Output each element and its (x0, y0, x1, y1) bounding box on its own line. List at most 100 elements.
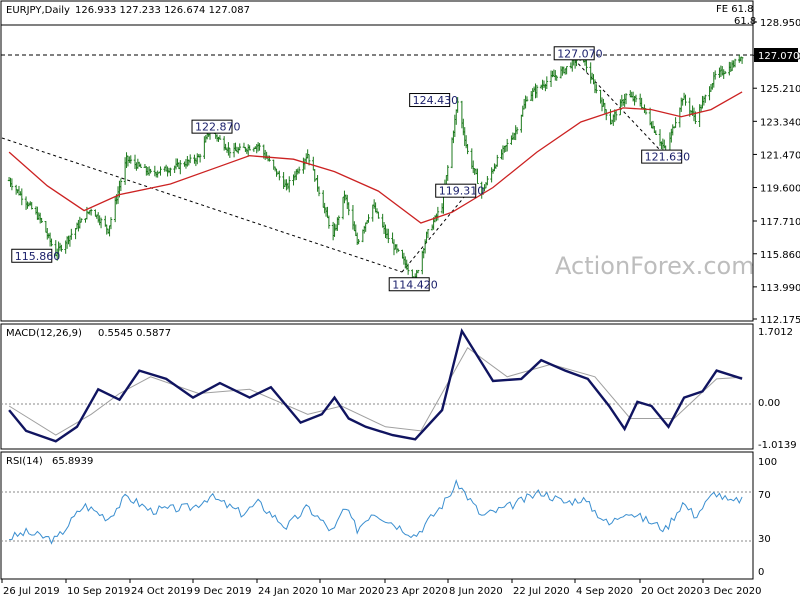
price-bar (218, 135, 222, 140)
annotation: 121.630 (641, 149, 691, 164)
price-bar (416, 269, 420, 274)
price-bar (495, 154, 499, 167)
price-bar (159, 166, 162, 176)
annotation-label: 119.310 (439, 185, 485, 198)
price-bar (10, 178, 14, 191)
price-bar (595, 84, 598, 94)
price-bar (238, 143, 242, 151)
macd-y-tick-label: -1.0139 (758, 440, 797, 451)
x-tick-label: 20 Oct 2020 (641, 586, 703, 597)
macd-values: 0.5545 0.5877 (98, 328, 171, 339)
macd-panel (0, 323, 754, 450)
price-bar (367, 214, 370, 223)
moving-average-line (8, 91, 743, 224)
price-bar (60, 244, 63, 252)
macd-y-axis: 1.7012 0.00 -1.0139 (758, 327, 797, 451)
price-bar (525, 96, 529, 102)
annotation-box (409, 93, 451, 108)
price-bar (297, 166, 301, 174)
price-bar (188, 154, 192, 164)
price-bar (456, 97, 459, 113)
price-bar (317, 186, 321, 197)
price-y-axis: 128.950 127.070 125.210 123.340 121.470 119.6… (753, 18, 800, 326)
rsi-values: 65.8939 (52, 456, 93, 467)
y-tick-label: 113.990 (760, 283, 800, 294)
annotation-box (435, 183, 477, 198)
rsi-y-tick-label: 30 (758, 534, 771, 545)
price-bar (40, 217, 43, 223)
rsi-panel (0, 451, 754, 580)
macd-y-tick-label: 1.7012 (758, 327, 793, 338)
price-bar (278, 170, 281, 181)
rsi-y-axis: 100 70 30 0 (758, 457, 777, 578)
price-bar (139, 163, 142, 168)
price-bar (396, 248, 400, 252)
price-bar (337, 215, 341, 226)
price-bar (704, 94, 707, 103)
annotation: 122.870 (191, 119, 241, 134)
annotation: 124.430 (409, 93, 459, 108)
price-bar (327, 215, 331, 229)
price-bar (723, 70, 727, 75)
price-bar (228, 147, 232, 158)
annotation: 127.070 (553, 46, 603, 61)
y-tick-label: 115.860 (760, 250, 800, 261)
watermark: ActionForex.com (555, 252, 755, 280)
x-tick-label: 24 Oct 2019 (131, 586, 193, 597)
price-bar (446, 165, 450, 181)
x-tick-label: 23 Apr 2020 (386, 586, 448, 597)
annotation-label: 121.630 (645, 151, 691, 164)
fe-sub-label: 61.8 (734, 16, 756, 27)
y-tick-label: 112.175 (760, 315, 800, 326)
price-bar (258, 143, 261, 151)
annotation-box (388, 277, 430, 292)
annotation-box (641, 149, 683, 164)
rsi-title: RSI(14) (6, 456, 43, 467)
annotation-box (553, 46, 595, 61)
price-bar (545, 76, 549, 89)
price-bar (406, 263, 410, 275)
rsi-y-tick-label: 0 (758, 567, 764, 578)
price-bar (198, 153, 202, 163)
x-tick-label: 8 Jun 2020 (449, 586, 503, 597)
price-bar (169, 167, 172, 176)
price-bar (99, 217, 103, 229)
price-bar (287, 176, 291, 193)
symbol-label: EURJPY,Daily (6, 5, 70, 16)
price-bar (436, 206, 440, 221)
price-bar (377, 211, 380, 219)
x-tick-label: 10 Sep 2019 (67, 586, 130, 597)
price-bar (109, 217, 113, 230)
annotation-box (11, 248, 53, 263)
x-tick-label: 4 Sep 2020 (576, 586, 633, 597)
annotation-box (191, 119, 233, 134)
price-bar (466, 143, 469, 155)
price-bar (654, 130, 658, 135)
annotation: 119.310 (435, 183, 485, 198)
x-tick-label: 3 Dec 2020 (704, 586, 762, 597)
price-bar (79, 218, 83, 223)
annotation: 115.860 (11, 248, 60, 263)
annotation-label: 124.430 (413, 94, 459, 107)
price-bar (515, 127, 519, 135)
ohlc-label: 126.933 127.233 126.674 127.087 (75, 5, 250, 16)
price-bar (149, 168, 152, 174)
price-bar (476, 168, 479, 185)
price-bar (20, 188, 24, 206)
x-tick-label: 10 Mar 2020 (321, 586, 384, 597)
price-bar (248, 145, 251, 151)
price-bar (713, 70, 717, 80)
x-axis: 26 Jul 2019 10 Sep 2019 24 Oct 2019 9 Dec 2… (1, 579, 762, 597)
macd-title: MACD(12,26,9) (6, 328, 82, 339)
price-bar (604, 109, 608, 121)
price-bar (733, 58, 737, 68)
fe-label: FE 61.8 (716, 4, 754, 15)
price-bar (347, 202, 350, 216)
price-bar (614, 109, 618, 121)
rsi-y-tick-label: 70 (758, 490, 771, 501)
y-tick-label: 117.710 (760, 217, 800, 228)
price-bar (634, 94, 638, 103)
price-bar (357, 238, 360, 245)
last-price-label: 127.070 (758, 51, 799, 62)
y-tick-label: 128.950 (760, 18, 800, 29)
